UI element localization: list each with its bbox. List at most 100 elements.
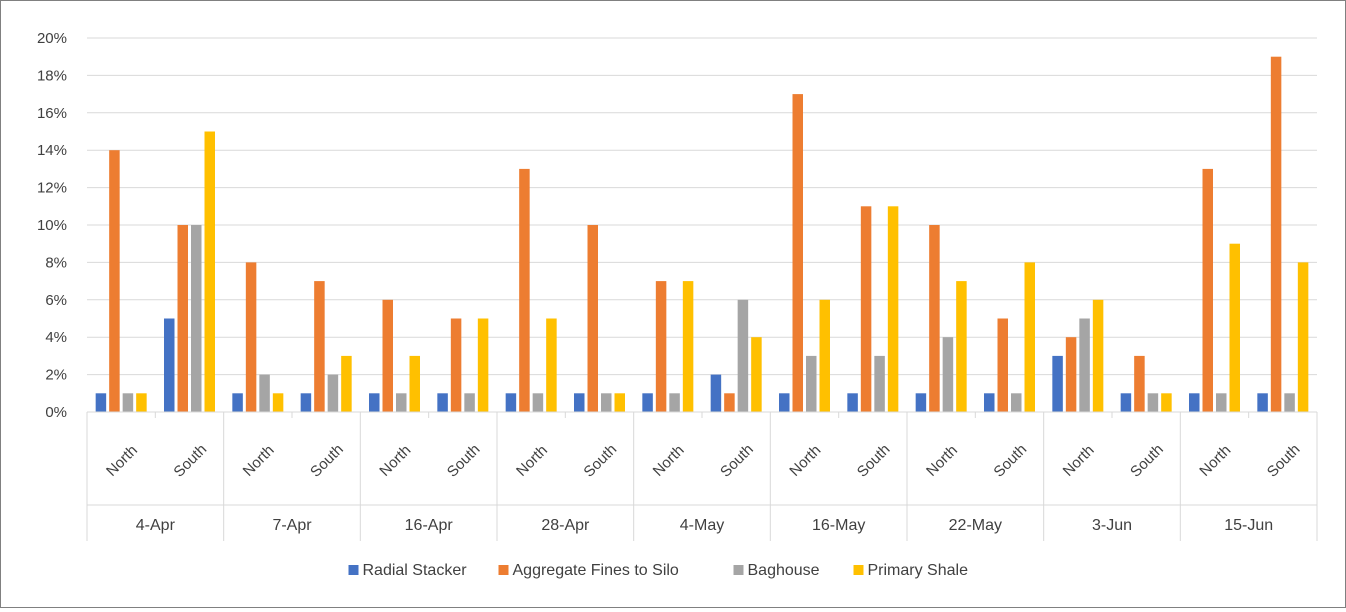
bar-primary-shale	[204, 131, 215, 412]
x-tick-label: South	[1264, 441, 1304, 481]
bar-radial-stacker	[437, 393, 448, 412]
bar-aggregate-fines-to-silo	[587, 225, 598, 412]
x-tick-label: South	[1127, 441, 1167, 481]
y-tick-label: 14%	[37, 142, 67, 159]
bar-radial-stacker	[1120, 393, 1132, 412]
bar-primary-shale	[819, 299, 830, 412]
bar-radial-stacker	[232, 393, 243, 412]
bar-primary-shale	[341, 355, 352, 412]
bar-baghouse	[1216, 393, 1227, 412]
group-label: 15-Jun	[1224, 517, 1273, 534]
bar-aggregate-fines-to-silo	[177, 225, 188, 412]
bar-aggregate-fines-to-silo	[929, 225, 940, 412]
bar-radial-stacker	[915, 393, 927, 412]
bar-aggregate-fines-to-silo	[792, 94, 803, 412]
x-tick-label: North	[240, 442, 278, 480]
bar-aggregate-fines-to-silo	[245, 262, 257, 412]
bar-aggregate-fines-to-silo	[655, 281, 667, 412]
bar-primary-shale	[409, 355, 420, 412]
bar-radial-stacker	[984, 393, 995, 412]
bar-radial-stacker	[779, 393, 790, 412]
x-tick-label: South	[717, 441, 757, 481]
y-tick-label: 8%	[45, 254, 67, 271]
bar-baghouse	[669, 393, 680, 412]
y-tick-label: 10%	[37, 217, 67, 234]
gridlines	[87, 37, 1317, 376]
bar-aggregate-fines-to-silo	[1202, 168, 1213, 412]
bar-aggregate-fines-to-silo	[1065, 337, 1077, 412]
bar-radial-stacker	[574, 393, 585, 412]
bar-aggregate-fines-to-silo	[997, 318, 1008, 412]
x-tick-label: South	[170, 441, 210, 481]
bar-aggregate-fines-to-silo	[724, 393, 735, 412]
bar-aggregate-fines-to-silo	[314, 281, 325, 412]
bar-baghouse	[259, 374, 270, 412]
bar-aggregate-fines-to-silo	[860, 206, 872, 412]
x-tick-label: North	[650, 442, 688, 480]
bar-aggregate-fines-to-silo	[109, 150, 120, 412]
bar-radial-stacker	[164, 318, 175, 412]
bars	[95, 56, 1309, 412]
x-tick-label: North	[1060, 442, 1098, 480]
y-tick-label: 12%	[37, 180, 67, 197]
bar-baghouse	[327, 374, 339, 412]
bar-primary-shale	[1297, 262, 1309, 412]
group-label: 16-Apr	[405, 517, 454, 534]
y-tick-label: 0%	[45, 404, 67, 421]
bar-baghouse	[806, 355, 817, 412]
x-tick-label: South	[580, 441, 620, 481]
legend-swatch	[348, 565, 359, 575]
bar-baghouse	[1079, 318, 1090, 412]
bar-radial-stacker	[300, 393, 312, 412]
bar-aggregate-fines-to-silo	[450, 318, 462, 412]
legend-label: Radial Stacker	[363, 562, 468, 579]
bar-primary-shale	[1092, 299, 1104, 412]
legend-label: Aggregate Fines to Silo	[513, 562, 679, 579]
bar-radial-stacker	[642, 393, 653, 412]
x-tick-label: North	[786, 442, 824, 480]
group-label: 4-May	[680, 517, 724, 534]
bar-baghouse	[737, 299, 749, 412]
bar-baghouse	[396, 393, 407, 412]
bar-aggregate-fines-to-silo	[1270, 56, 1282, 412]
bar-aggregate-fines-to-silo	[519, 168, 530, 412]
legend-label: Primary Shale	[868, 562, 969, 579]
bar-baghouse	[1011, 393, 1022, 412]
bar-primary-shale	[136, 393, 147, 412]
group-label: 3-Jun	[1092, 517, 1132, 534]
x-tick-label: South	[444, 441, 484, 481]
group-label: 22-May	[949, 517, 1002, 534]
group-label: 4-Apr	[136, 517, 176, 534]
bar-radial-stacker	[710, 374, 722, 412]
bar-primary-shale	[682, 281, 694, 412]
bar-primary-shale	[1024, 262, 1035, 412]
bar-baghouse	[601, 393, 612, 412]
bar-radial-stacker	[1052, 355, 1063, 412]
group-label: 28-Apr	[541, 517, 590, 534]
x-tick-label: South	[307, 441, 347, 481]
y-tick-label: 20%	[37, 30, 67, 47]
legend: Radial Stacker Aggregate Fines to Silo Bag…	[348, 562, 969, 579]
bar-primary-shale	[614, 393, 625, 412]
bar-radial-stacker	[1189, 393, 1200, 412]
bar-baghouse	[122, 393, 134, 412]
x-tick-label: North	[513, 442, 551, 480]
x-tick-label: South	[854, 441, 894, 481]
bar-baghouse	[1147, 393, 1159, 412]
bar-radial-stacker	[1257, 393, 1268, 412]
bar-baghouse	[942, 337, 954, 412]
bar-primary-shale	[272, 393, 284, 412]
bar-primary-shale	[1161, 393, 1172, 412]
bar-primary-shale	[887, 206, 899, 412]
bar-baghouse	[1284, 393, 1295, 412]
bar-radial-stacker	[369, 393, 380, 412]
y-tick-label: 6%	[45, 292, 67, 309]
x-tick-label: North	[923, 442, 961, 480]
group-label: 16-May	[812, 517, 865, 534]
y-tick-label: 16%	[37, 105, 67, 122]
y-tick-label: 18%	[37, 67, 67, 84]
bar-primary-shale	[477, 318, 489, 412]
x-tick-label: North	[376, 442, 414, 480]
bar-radial-stacker	[847, 393, 858, 412]
